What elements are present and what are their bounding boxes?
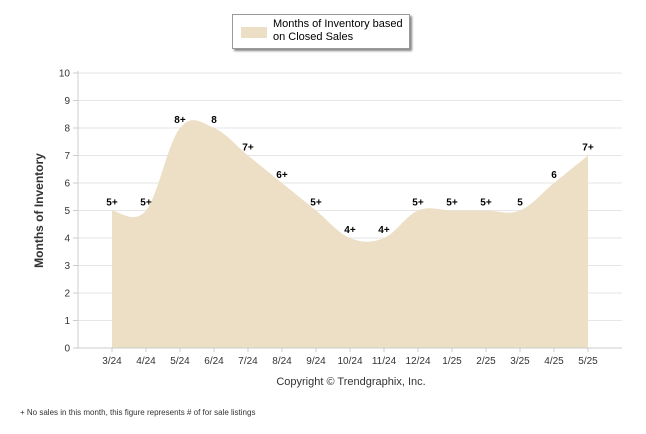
x-tick-label: 11/24 [372,356,397,367]
x-tick-label: 9/24 [306,356,326,367]
x-tick-label: 6/24 [204,356,224,367]
y-axis-title: Months of Inventory [32,153,46,268]
data-label: 6 [551,170,557,181]
data-label: 6+ [276,170,288,181]
data-label: 4+ [344,225,356,236]
legend-label: Months of Inventory based on Closed Sale… [273,18,403,43]
legend: Months of Inventory based on Closed Sale… [232,14,410,49]
y-tick-label: 6 [64,179,70,190]
footnote: + No sales in this month, this figure re… [20,408,256,417]
x-tick-label: 4/24 [136,356,156,367]
y-tick-label: 7 [64,151,70,162]
y-tick-label: 1 [64,316,70,327]
data-label: 5+ [446,198,458,209]
y-tick-label: 9 [64,96,70,107]
copyright-text: Copyright © Trendgraphix, Inc. [276,376,426,388]
x-tick-label: 5/24 [170,356,190,367]
data-label: 7+ [582,143,594,154]
copyright-container: Copyright © Trendgraphix, Inc. [0,376,646,388]
data-label: 5+ [412,198,424,209]
data-label: 5+ [140,198,152,209]
data-label: 5+ [310,198,322,209]
series-area [112,120,588,349]
x-tick-label: 3/24 [102,356,122,367]
y-tick-label: 3 [64,261,70,272]
data-label: 7+ [242,143,254,154]
x-tick-label: 10/24 [337,356,362,367]
x-tick-label: 2/25 [476,356,496,367]
y-tick-label: 0 [64,344,70,355]
x-tick-label: 3/25 [510,356,530,367]
data-label: 5 [517,198,523,209]
y-tick-label: 8 [64,124,70,135]
y-tick-label: 10 [59,69,71,80]
data-label: 4+ [378,225,390,236]
data-label: 8 [211,115,217,126]
x-tick-label: 4/25 [544,356,564,367]
data-label: 8+ [174,115,186,126]
x-tick-label: 5/25 [578,356,598,367]
y-tick-label: 5 [64,206,70,217]
x-tick-label: 12/24 [405,356,430,367]
data-label: 5+ [106,198,118,209]
x-tick-label: 1/25 [442,356,462,367]
x-tick-label: 8/24 [272,356,292,367]
y-tick-label: 4 [64,234,70,245]
legend-swatch [241,27,267,38]
data-label: 5+ [480,198,492,209]
x-tick-label: 7/24 [238,356,258,367]
y-tick-label: 2 [64,289,70,300]
